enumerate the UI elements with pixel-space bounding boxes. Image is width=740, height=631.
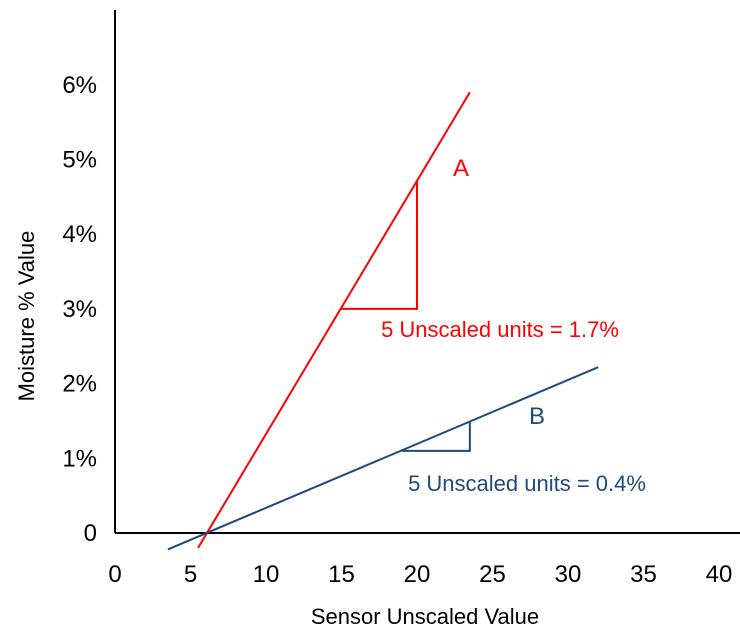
series-a-annotation: 5 Unscaled units = 1.7% <box>381 317 619 342</box>
x-tick-label: 10 <box>253 561 280 588</box>
series-b-line <box>167 366 599 551</box>
y-tick-labels: 0 1% 2% 3% 4% 5% 6% <box>62 72 97 547</box>
x-tick-label: 20 <box>404 561 431 588</box>
series-b-label: B <box>529 403 545 430</box>
y-tick-label: 4% <box>62 221 97 248</box>
y-tick-label: 0 <box>84 520 97 547</box>
series-b-annotation: 5 Unscaled units = 0.4% <box>408 471 646 496</box>
x-tick-label: 5 <box>184 561 197 588</box>
x-tick-label: 40 <box>706 561 733 588</box>
slope-triangle-b <box>401 420 471 452</box>
series-a-line <box>197 91 471 549</box>
x-axis-title: Sensor Unscaled Value <box>311 604 539 629</box>
y-tick-label: 2% <box>62 371 97 398</box>
x-tick-label: 35 <box>630 561 657 588</box>
axes <box>114 10 740 534</box>
series-b: B 5 Unscaled units = 0.4% <box>167 366 646 551</box>
series-a: A 5 Unscaled units = 1.7% <box>197 91 619 549</box>
y-tick-label: 6% <box>62 72 97 99</box>
y-tick-label: 3% <box>62 296 97 323</box>
x-tick-label: 15 <box>328 561 355 588</box>
x-tick-labels: 0 5 10 15 20 25 30 35 40 <box>108 561 732 588</box>
y-tick-label: 1% <box>62 445 97 472</box>
slope-triangle-a <box>341 181 418 310</box>
x-tick-label: 25 <box>479 561 506 588</box>
x-tick-label: 0 <box>108 561 121 588</box>
y-tick-label: 5% <box>62 147 97 174</box>
y-axis-title: Moisture % Value <box>14 231 39 402</box>
x-tick-label: 30 <box>555 561 582 588</box>
series-layer: A 5 Unscaled units = 1.7% B 5 Unscaled unit… <box>167 91 646 551</box>
series-a-label: A <box>453 155 469 182</box>
